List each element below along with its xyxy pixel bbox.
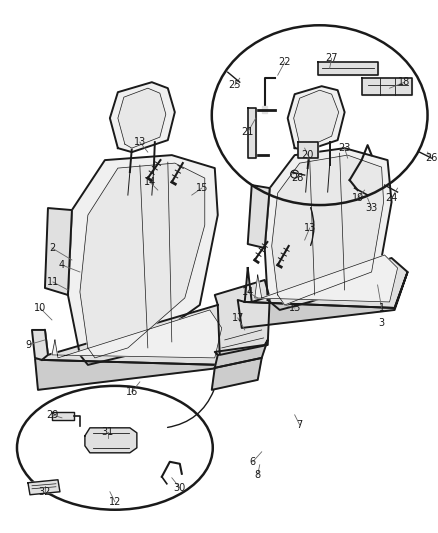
Text: 17: 17 <box>232 313 244 323</box>
Text: 29: 29 <box>46 410 58 420</box>
Polygon shape <box>28 480 60 495</box>
Polygon shape <box>52 310 222 358</box>
Polygon shape <box>262 106 267 113</box>
Text: 30: 30 <box>174 483 186 493</box>
Text: 27: 27 <box>325 53 338 63</box>
Text: 13: 13 <box>304 223 316 233</box>
Text: 15: 15 <box>289 303 301 313</box>
Polygon shape <box>298 142 318 158</box>
Polygon shape <box>255 255 398 302</box>
Polygon shape <box>32 330 48 360</box>
Text: 1: 1 <box>378 303 385 313</box>
Polygon shape <box>35 325 235 390</box>
Text: 14: 14 <box>242 287 254 297</box>
Polygon shape <box>85 428 137 453</box>
Polygon shape <box>248 185 270 248</box>
Text: 2: 2 <box>49 243 55 253</box>
Polygon shape <box>68 155 218 365</box>
Polygon shape <box>362 78 412 95</box>
Text: 8: 8 <box>254 470 261 480</box>
Text: 23: 23 <box>339 143 351 153</box>
Polygon shape <box>288 86 345 150</box>
Text: 9: 9 <box>25 340 31 350</box>
Polygon shape <box>215 280 270 355</box>
Polygon shape <box>245 258 408 308</box>
Polygon shape <box>110 82 175 152</box>
Polygon shape <box>42 305 235 365</box>
Polygon shape <box>294 90 339 146</box>
Text: 19: 19 <box>351 193 364 203</box>
Polygon shape <box>52 412 74 420</box>
Polygon shape <box>238 272 408 328</box>
Text: 14: 14 <box>144 177 156 187</box>
Polygon shape <box>265 148 392 310</box>
Polygon shape <box>272 155 384 305</box>
Text: 32: 32 <box>39 487 51 497</box>
Polygon shape <box>45 208 72 295</box>
Text: 6: 6 <box>250 457 256 467</box>
Text: 12: 12 <box>109 497 121 507</box>
Text: 4: 4 <box>59 260 65 270</box>
Text: 33: 33 <box>365 203 378 213</box>
Polygon shape <box>212 358 262 390</box>
Text: 15: 15 <box>196 183 208 193</box>
Text: 13: 13 <box>134 137 146 147</box>
Text: 20: 20 <box>301 150 314 160</box>
Text: 7: 7 <box>297 420 303 430</box>
Text: 21: 21 <box>241 127 254 137</box>
Polygon shape <box>318 62 378 75</box>
Text: 10: 10 <box>34 303 46 313</box>
Polygon shape <box>248 108 256 158</box>
Text: 24: 24 <box>385 193 398 203</box>
Text: 28: 28 <box>292 173 304 183</box>
Text: 3: 3 <box>378 318 385 328</box>
Text: 22: 22 <box>279 57 291 67</box>
Text: 18: 18 <box>399 77 411 87</box>
Text: 25: 25 <box>229 80 241 90</box>
Text: 11: 11 <box>47 277 59 287</box>
Text: 31: 31 <box>102 427 114 437</box>
Text: 16: 16 <box>126 387 138 397</box>
Polygon shape <box>118 88 166 148</box>
Text: 26: 26 <box>425 153 438 163</box>
Polygon shape <box>215 340 268 368</box>
Polygon shape <box>80 163 205 358</box>
